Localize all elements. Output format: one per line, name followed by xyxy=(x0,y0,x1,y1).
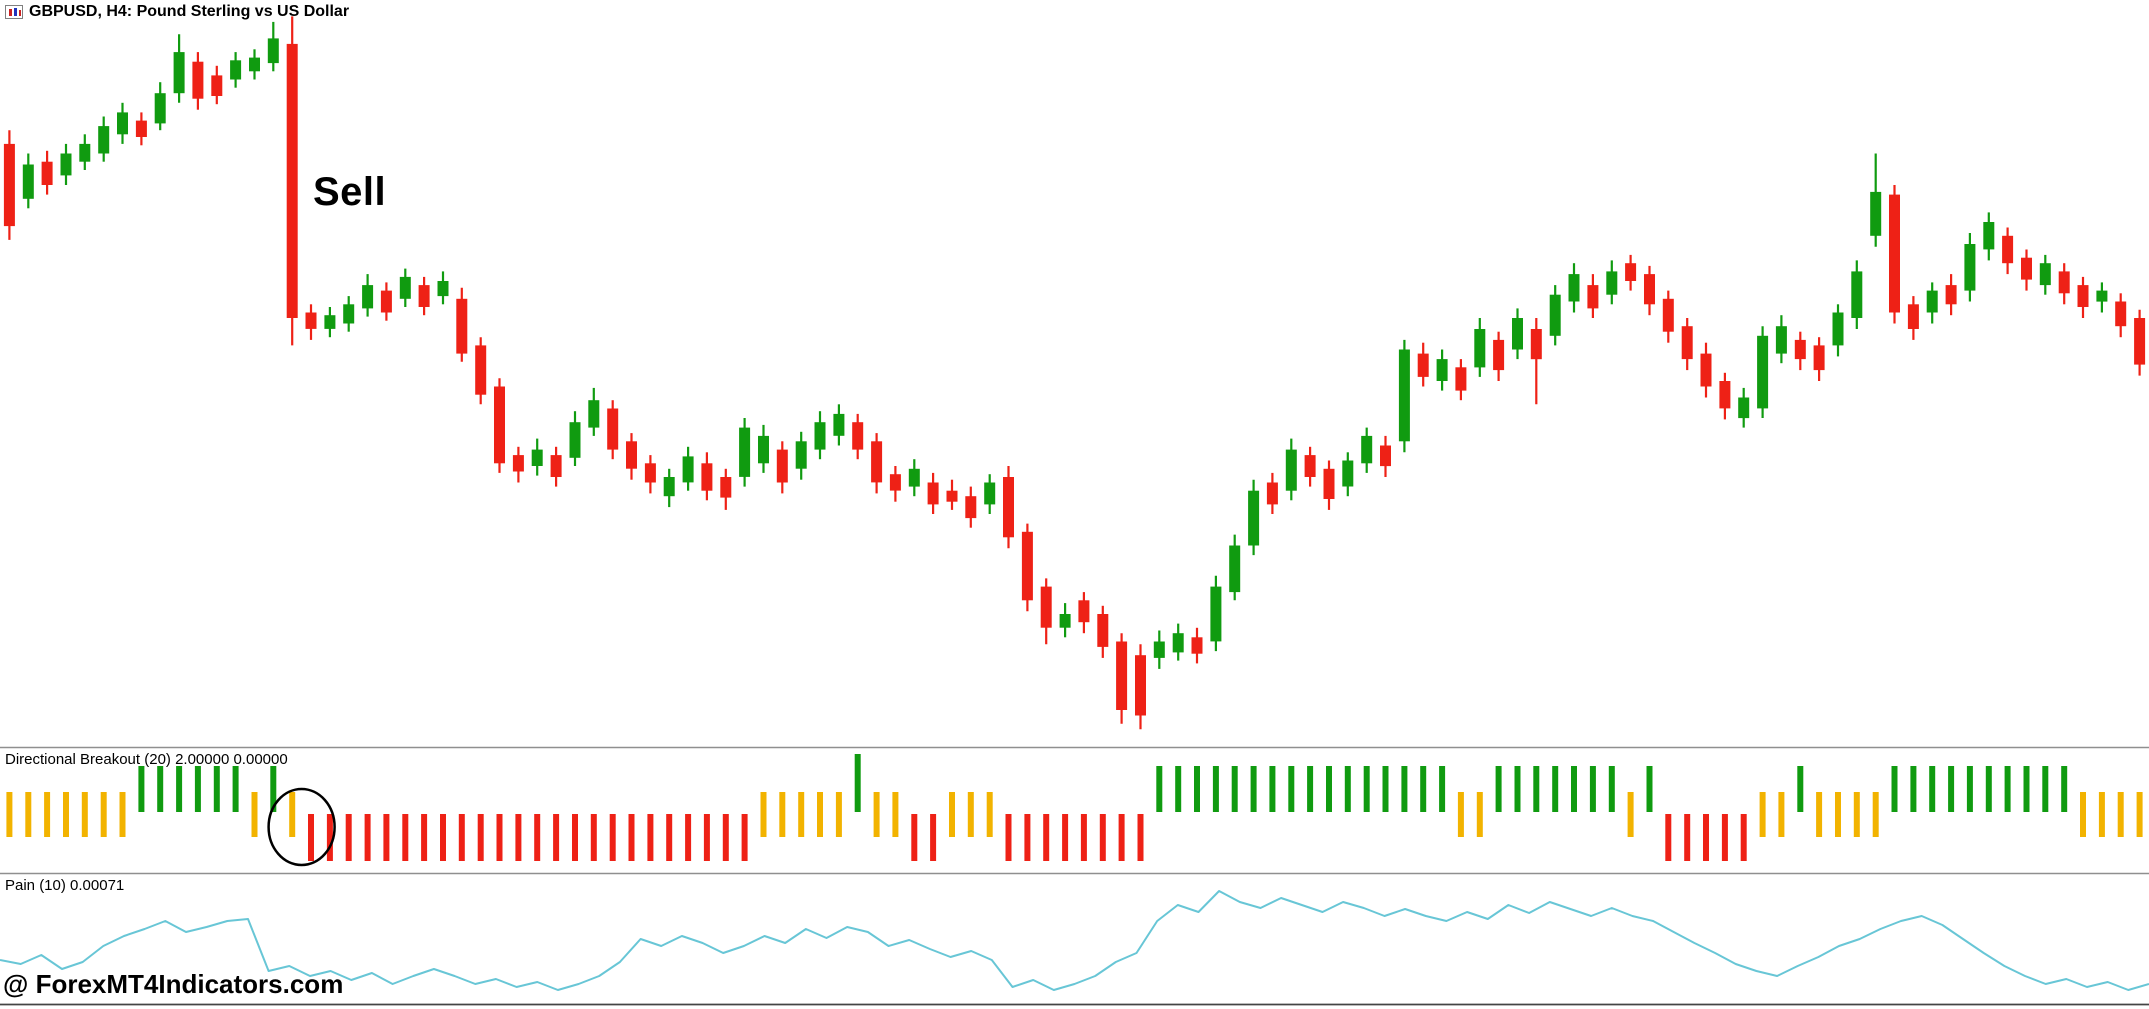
pane-separators xyxy=(0,746,2149,1006)
candlestick-series xyxy=(3,16,2146,730)
pain-indicator-label: Pain (10) 0.00071 xyxy=(5,877,125,894)
sell-annotation: Sell xyxy=(313,170,387,214)
directional-breakout-histogram xyxy=(6,754,2143,861)
pain-indicator-line xyxy=(0,890,2149,991)
chart-title-row: GBPUSD, H4: Pound Sterling vs US Dollar xyxy=(5,3,349,21)
circle-annotation xyxy=(267,787,336,867)
watermark: @ ForexMT4Indicators.com xyxy=(3,969,344,999)
symbol-title: GBPUSD, H4: Pound Sterling vs US Dollar xyxy=(29,3,350,20)
breakout-indicator-label: Directional Breakout (20) 2.00000 0.0000… xyxy=(5,751,288,768)
chart-window-icon xyxy=(5,5,23,19)
